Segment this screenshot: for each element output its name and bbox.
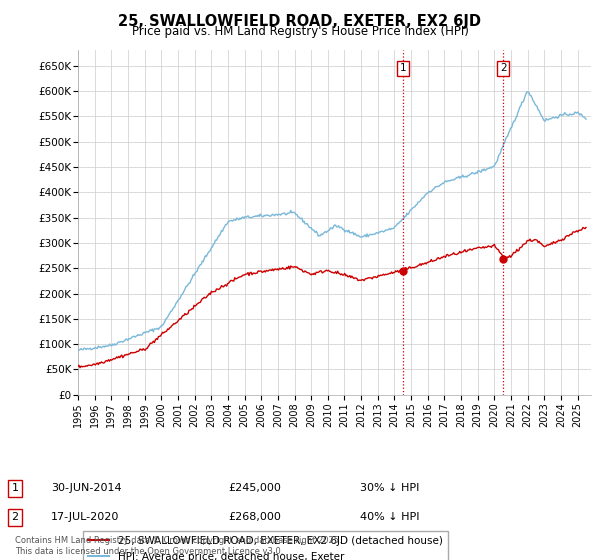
Text: Price paid vs. HM Land Registry's House Price Index (HPI): Price paid vs. HM Land Registry's House … xyxy=(131,25,469,38)
Text: 30% ↓ HPI: 30% ↓ HPI xyxy=(360,483,419,493)
Text: 40% ↓ HPI: 40% ↓ HPI xyxy=(360,512,419,522)
Text: 2: 2 xyxy=(500,63,507,73)
Text: Contains HM Land Registry data © Crown copyright and database right 2025.
This d: Contains HM Land Registry data © Crown c… xyxy=(15,536,341,556)
Legend: 25, SWALLOWFIELD ROAD, EXETER, EX2 6JD (detached house), HPI: Average price, det: 25, SWALLOWFIELD ROAD, EXETER, EX2 6JD (… xyxy=(83,531,448,560)
Text: 30-JUN-2014: 30-JUN-2014 xyxy=(51,483,122,493)
Text: £245,000: £245,000 xyxy=(228,483,281,493)
Text: 1: 1 xyxy=(400,63,406,73)
Text: 1: 1 xyxy=(11,483,19,493)
Text: 2: 2 xyxy=(11,512,19,522)
Text: 17-JUL-2020: 17-JUL-2020 xyxy=(51,512,119,522)
Text: £268,000: £268,000 xyxy=(228,512,281,522)
Text: 25, SWALLOWFIELD ROAD, EXETER, EX2 6JD: 25, SWALLOWFIELD ROAD, EXETER, EX2 6JD xyxy=(119,14,482,29)
